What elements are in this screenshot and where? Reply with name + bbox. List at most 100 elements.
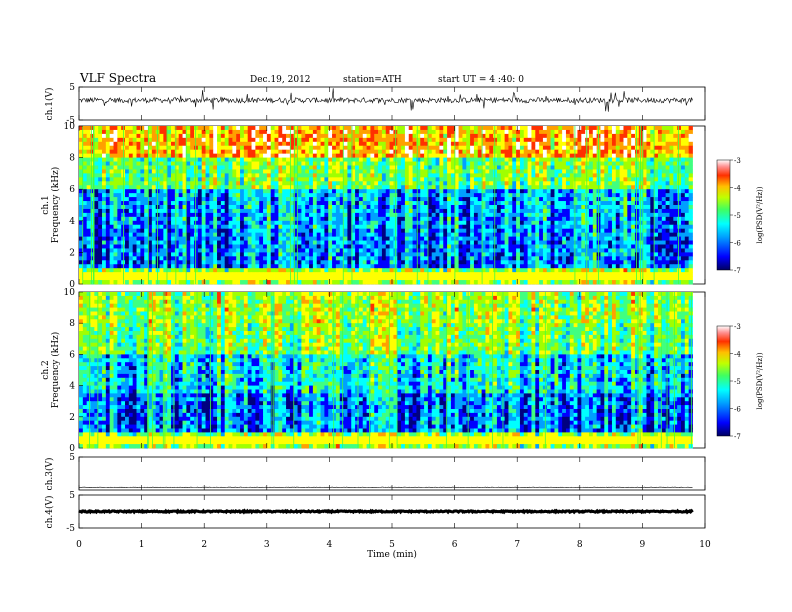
spectrogram-cell bbox=[489, 201, 494, 206]
spectrogram-cell bbox=[397, 181, 402, 186]
spectrogram-cell bbox=[286, 216, 291, 222]
spectrogram-cell bbox=[592, 216, 598, 222]
spectrogram-cell bbox=[546, 149, 552, 155]
spectrogram-cell bbox=[427, 197, 433, 202]
spectrogram-cell bbox=[305, 193, 310, 198]
spectrogram-cell bbox=[132, 177, 137, 182]
spectrogram-cell bbox=[316, 177, 321, 182]
spectrogram-cell bbox=[554, 149, 559, 155]
spectrogram-cell bbox=[335, 244, 341, 249]
spectrogram-cell bbox=[201, 149, 206, 155]
spectrogram-cell bbox=[585, 244, 590, 249]
spectrogram-cell bbox=[374, 133, 379, 139]
spectrogram-cell bbox=[270, 220, 275, 226]
spectrogram-cell bbox=[477, 145, 482, 151]
spectrogram-cell bbox=[217, 177, 222, 182]
spectrogram-cell bbox=[608, 165, 613, 170]
spectrogram-cell bbox=[209, 205, 214, 210]
spectrogram-cell bbox=[454, 157, 459, 162]
spectrogram-cell bbox=[82, 224, 88, 230]
spectrogram-cell bbox=[132, 193, 137, 198]
spectrogram-cell bbox=[125, 240, 130, 245]
spectrogram-cell bbox=[151, 141, 157, 147]
spectrogram-cell bbox=[163, 244, 168, 249]
spectrogram-cell bbox=[554, 244, 559, 249]
spectrogram-cell bbox=[523, 169, 528, 174]
spectrogram-cell bbox=[159, 197, 164, 202]
spectrogram-cell bbox=[186, 157, 191, 162]
spectrogram-cell bbox=[577, 212, 582, 218]
spectrogram-cell bbox=[312, 240, 318, 245]
spectrogram-cell bbox=[228, 197, 233, 202]
spectrogram-cell bbox=[554, 216, 559, 222]
spectrogram-cell bbox=[240, 153, 245, 158]
spectrogram-cell bbox=[301, 137, 306, 143]
spectrogram-cell bbox=[404, 240, 410, 245]
spectrogram-cell bbox=[558, 197, 563, 202]
spectrogram-cell bbox=[316, 189, 321, 194]
spectrogram-cell bbox=[316, 228, 321, 234]
spectrogram-cell bbox=[466, 141, 471, 147]
spectrogram-cell bbox=[684, 189, 690, 194]
spectrogram-cell bbox=[470, 137, 475, 143]
spectrogram-cell bbox=[569, 244, 575, 249]
spectrogram-cell bbox=[332, 161, 337, 166]
spectrogram-cell bbox=[374, 157, 379, 162]
spectrogram-cell bbox=[523, 193, 528, 198]
spectrogram-cell bbox=[151, 236, 157, 241]
spectrogram-cell bbox=[171, 133, 176, 139]
spectrogram-cell bbox=[282, 193, 287, 198]
spectrogram-cell bbox=[190, 133, 195, 139]
spectrogram-cell bbox=[531, 244, 536, 249]
spectrogram-cell bbox=[661, 228, 667, 234]
spectrogram-cell bbox=[293, 126, 298, 131]
spectrogram-cell bbox=[140, 126, 145, 131]
spectrogram-cell bbox=[657, 220, 663, 226]
spectrogram-cell bbox=[661, 205, 667, 210]
spectrogram-cell bbox=[86, 169, 91, 174]
spectrogram-cell bbox=[136, 181, 141, 186]
spectrogram-cell bbox=[140, 161, 145, 166]
spectrogram-cell bbox=[194, 145, 199, 151]
spectrogram-cell bbox=[125, 197, 130, 202]
spectrogram-cell bbox=[312, 216, 318, 222]
spectrogram-cell bbox=[470, 232, 475, 237]
spectrogram-cell bbox=[220, 149, 226, 155]
spectrogram-cell bbox=[102, 153, 107, 158]
spectrogram-cell bbox=[473, 208, 479, 214]
spectrogram-cell bbox=[128, 165, 134, 170]
spectrogram-cell bbox=[404, 244, 410, 249]
spectrogram-cell bbox=[604, 165, 609, 170]
spectrogram-cell bbox=[439, 161, 444, 166]
spectrogram-cell bbox=[86, 145, 91, 151]
spectrogram-cell bbox=[117, 169, 122, 174]
spectrogram-cell bbox=[309, 181, 314, 186]
spectrogram-cell bbox=[136, 205, 141, 210]
spectrogram-cell bbox=[209, 145, 214, 151]
spectrogram-cell bbox=[125, 216, 130, 222]
spectrogram-cell bbox=[627, 137, 632, 143]
spectrogram-cell bbox=[217, 149, 222, 155]
spectrogram-cell bbox=[489, 145, 494, 151]
spectrogram-cell bbox=[140, 240, 145, 245]
spectrogram-cell bbox=[228, 185, 233, 190]
spectrogram-cell bbox=[194, 137, 199, 143]
spectrogram-cell bbox=[385, 126, 390, 131]
spectrogram-cell bbox=[519, 145, 525, 151]
spectrogram-cell bbox=[504, 161, 509, 166]
spectrogram-cell bbox=[278, 228, 283, 234]
spectrogram-cell bbox=[132, 153, 137, 158]
spectrogram-cell bbox=[661, 189, 667, 194]
spectrogram-cell bbox=[550, 173, 555, 178]
spectrogram-cell bbox=[217, 153, 222, 158]
spectrogram-cell bbox=[412, 129, 417, 135]
spectrogram-cell bbox=[362, 157, 367, 162]
spectrogram-cell bbox=[159, 228, 164, 234]
spectrogram-cell bbox=[669, 220, 674, 226]
spectrogram-cell bbox=[220, 205, 226, 210]
spectrogram-cell bbox=[255, 126, 260, 131]
spectrogram-cell bbox=[477, 244, 482, 249]
spectrogram-cell bbox=[401, 129, 406, 135]
spectrogram-cell bbox=[90, 216, 95, 222]
spectrogram-cell bbox=[496, 208, 502, 214]
